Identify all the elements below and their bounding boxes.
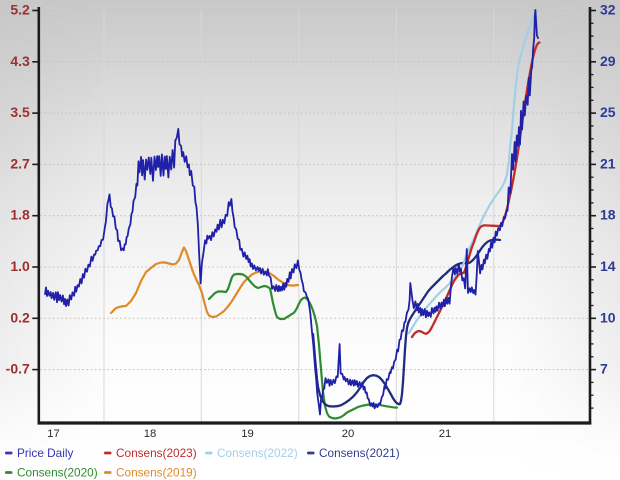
svg-text:1.8: 1.8 [10,207,30,223]
svg-text:14: 14 [600,258,616,274]
svg-text:7: 7 [600,361,608,377]
svg-text:32: 32 [600,2,616,18]
svg-text:17: 17 [47,428,60,440]
svg-text:-0.7: -0.7 [6,361,30,377]
svg-text:19: 19 [241,428,254,440]
svg-text:Price Daily: Price Daily [17,446,73,460]
svg-text:10: 10 [600,309,616,325]
svg-text:5.2: 5.2 [10,2,30,18]
svg-text:Consens(2020): Consens(2020) [17,466,98,480]
svg-text:25: 25 [600,104,616,120]
svg-text:21: 21 [600,155,616,171]
svg-text:3.5: 3.5 [10,104,30,120]
svg-text:18: 18 [144,428,157,440]
svg-text:Consens(2021): Consens(2021) [319,446,400,460]
svg-text:18: 18 [600,207,616,223]
svg-text:21: 21 [439,428,452,440]
svg-text:4.3: 4.3 [10,53,30,69]
svg-text:20: 20 [342,428,355,440]
svg-text:Consens(2022): Consens(2022) [217,446,298,460]
svg-text:2.7: 2.7 [10,155,30,171]
svg-text:0.2: 0.2 [10,309,30,325]
svg-text:29: 29 [600,53,616,69]
svg-text:Consens(2019): Consens(2019) [116,466,197,480]
svg-text:Consens(2023): Consens(2023) [116,446,197,460]
svg-text:1.0: 1.0 [10,258,30,274]
